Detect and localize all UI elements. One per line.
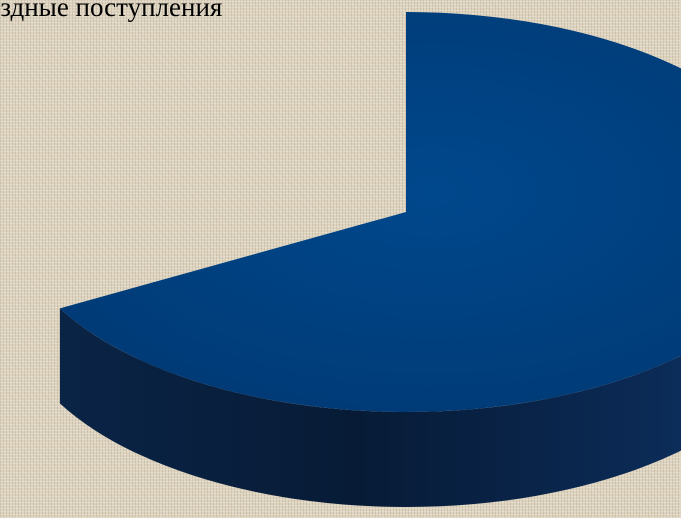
chart-title: ездные поступления bbox=[0, 0, 223, 22]
pie-slice-side-0-0 bbox=[59, 308, 681, 507]
pie-slice-0 bbox=[59, 12, 681, 412]
